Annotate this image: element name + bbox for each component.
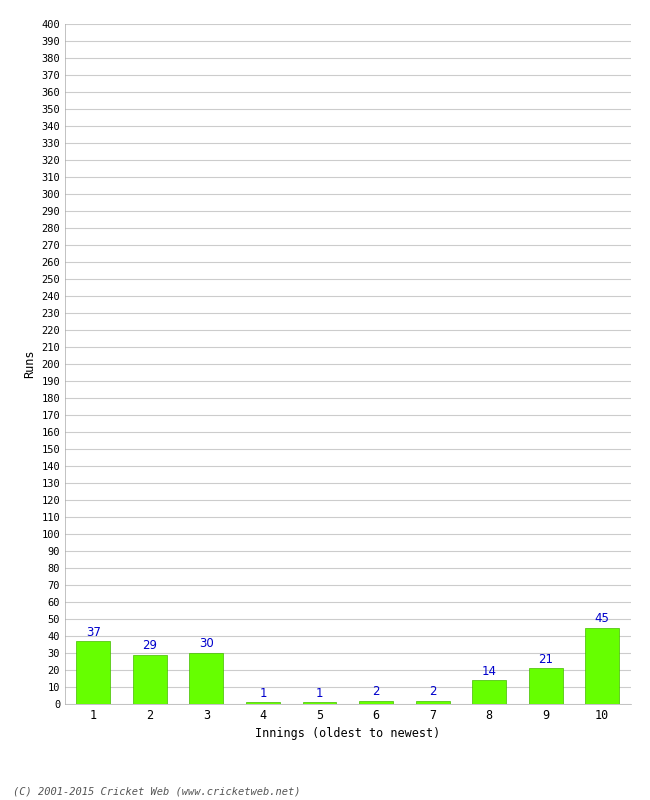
Bar: [415, 701, 450, 704]
Bar: [585, 627, 619, 704]
Text: 30: 30: [199, 638, 214, 650]
Text: 45: 45: [595, 612, 610, 625]
Bar: [472, 680, 506, 704]
Bar: [302, 702, 337, 704]
Text: 1: 1: [259, 686, 266, 700]
X-axis label: Innings (oldest to newest): Innings (oldest to newest): [255, 727, 441, 741]
Bar: [189, 653, 224, 704]
Text: 14: 14: [482, 665, 497, 678]
Bar: [133, 654, 167, 704]
Text: 2: 2: [429, 685, 436, 698]
Bar: [246, 702, 280, 704]
Text: 21: 21: [538, 653, 553, 666]
Text: 1: 1: [316, 686, 323, 700]
Bar: [76, 641, 111, 704]
Text: 2: 2: [372, 685, 380, 698]
Text: 37: 37: [86, 626, 101, 638]
Bar: [528, 668, 563, 704]
Text: 29: 29: [142, 639, 157, 652]
Bar: [359, 701, 393, 704]
Y-axis label: Runs: Runs: [23, 350, 36, 378]
Text: (C) 2001-2015 Cricket Web (www.cricketweb.net): (C) 2001-2015 Cricket Web (www.cricketwe…: [13, 786, 300, 796]
